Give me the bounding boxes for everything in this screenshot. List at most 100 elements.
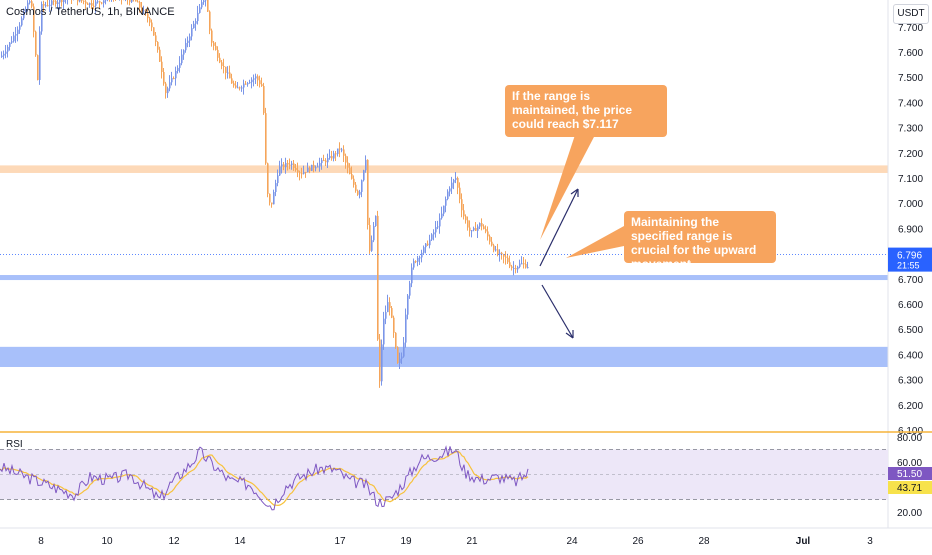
candle-body <box>407 296 409 315</box>
candle-body <box>329 156 331 158</box>
candle-body <box>313 165 315 168</box>
upper-target-callout[interactable]: If the range is maintained, the price co… <box>505 85 667 137</box>
candle-body <box>471 230 473 231</box>
candle-body <box>301 173 303 174</box>
range-callout[interactable]: Maintaining the specified range is cruci… <box>624 211 776 263</box>
price-tick-label: 7.500 <box>898 73 923 84</box>
candle-body <box>359 192 361 195</box>
candle-body <box>185 43 187 50</box>
price-tick-label: 7.000 <box>898 199 923 210</box>
candle-body <box>501 253 503 254</box>
candle-body <box>311 165 313 171</box>
candle-body <box>361 180 363 192</box>
candle-body <box>455 178 457 180</box>
candle-body <box>427 244 429 246</box>
rsi-ma-value: 43.71 <box>897 483 922 494</box>
candle-body <box>483 226 485 229</box>
candle-body <box>239 87 241 88</box>
candle-body <box>371 240 373 251</box>
candle-body <box>149 18 151 22</box>
candle-body <box>431 234 433 239</box>
price-tick-label: 6.900 <box>898 224 923 235</box>
candle-body <box>297 170 299 172</box>
candle-body <box>295 168 297 170</box>
candle-body <box>253 78 255 79</box>
candle-body <box>217 50 219 58</box>
candle-body <box>159 50 161 62</box>
candle-body <box>315 167 317 168</box>
candle-body <box>335 153 337 154</box>
candle-body <box>275 183 277 192</box>
candle-body <box>381 344 383 381</box>
rsi-tick-label: 80.00 <box>897 433 922 444</box>
candle-body <box>319 163 321 166</box>
candle-body <box>171 78 173 82</box>
price-tick-label: 6.200 <box>898 401 923 412</box>
candle-body <box>325 161 327 163</box>
candle-body <box>377 216 379 340</box>
candle-body <box>403 343 405 357</box>
candle-body <box>337 149 339 155</box>
candle-body <box>405 315 407 343</box>
candle-body <box>235 85 237 87</box>
candle-body <box>417 258 419 262</box>
candle-body <box>421 253 423 258</box>
candle-body <box>291 163 293 165</box>
candle-body <box>491 242 493 246</box>
candle-body <box>437 226 439 227</box>
candle-body <box>7 47 9 52</box>
candle-body <box>341 149 343 150</box>
price-tick-label: 6.500 <box>898 325 923 336</box>
candle-body <box>447 192 449 200</box>
candle-body <box>199 7 201 13</box>
candle-body <box>265 113 267 163</box>
candle-body <box>459 188 461 199</box>
candle-body <box>165 84 167 93</box>
candle-body <box>375 216 377 226</box>
candle-body <box>191 28 193 36</box>
currency-unit-button[interactable]: USDT <box>893 4 929 24</box>
candle-body <box>189 36 191 40</box>
candle-body <box>305 172 307 173</box>
candle-body <box>509 262 511 266</box>
time-tick-label: 10 <box>101 536 113 547</box>
candle-body <box>99 1 101 2</box>
candle-body <box>215 46 217 50</box>
candle-body <box>221 62 223 66</box>
candle-body <box>303 172 305 174</box>
upper-callout-pointer <box>540 135 595 240</box>
down-arrow-line <box>542 285 573 338</box>
candle-body <box>77 0 79 1</box>
candle-body <box>197 13 199 21</box>
candle-body <box>289 165 291 166</box>
candle-body <box>273 192 275 204</box>
candle-body <box>263 86 265 113</box>
candle-body <box>241 87 243 88</box>
time-tick-label: 24 <box>566 536 578 547</box>
candle-body <box>467 220 469 227</box>
time-tick-label: Jul <box>796 536 811 547</box>
candle-body <box>351 174 353 179</box>
candle-body <box>177 68 179 71</box>
candle-body <box>343 149 345 155</box>
zone-upper-support <box>0 275 888 280</box>
candle-body <box>517 267 519 269</box>
candle-body <box>391 308 393 318</box>
rsi-tick-label: 20.00 <box>897 508 922 519</box>
candle-body <box>163 72 165 84</box>
candle-body <box>521 263 523 264</box>
candle-body <box>179 63 181 68</box>
time-tick-label: 28 <box>698 536 710 547</box>
candle-body <box>479 223 481 226</box>
candle-body <box>349 168 351 174</box>
candle-body <box>3 54 5 56</box>
candle-body <box>59 0 61 2</box>
candle-body <box>175 71 177 78</box>
candle-body <box>485 229 487 231</box>
candle-body <box>399 359 401 363</box>
candle-body <box>511 266 513 268</box>
price-tick-label: 7.600 <box>898 48 923 59</box>
candle-body <box>9 43 11 47</box>
